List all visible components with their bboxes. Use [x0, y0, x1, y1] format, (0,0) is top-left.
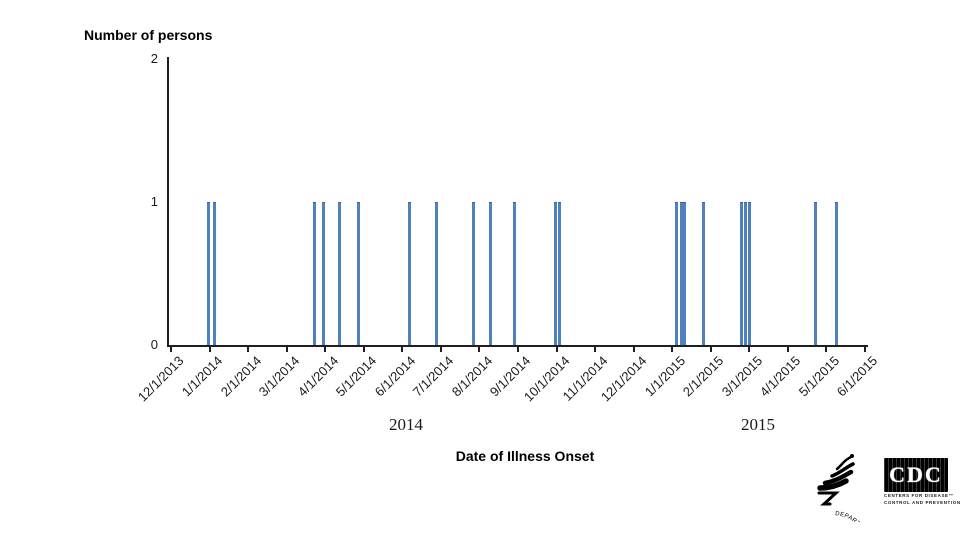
case-bar: [679, 202, 683, 345]
x-tick: [709, 346, 712, 352]
x-tick-label: 3/1/2015: [718, 353, 765, 400]
case-bar: [513, 202, 517, 345]
x-tick-label: 5/1/2014: [332, 353, 380, 400]
x-tick: [170, 346, 172, 352]
case-bar: [674, 202, 678, 345]
case-bar: [212, 202, 216, 345]
x-tick: [247, 346, 250, 352]
hhs-logo: DEPARTMENT OF HEALTH & HUMAN SERVICES • …: [792, 440, 874, 534]
x-tick: [516, 346, 519, 352]
cdc-acronym: CDC: [889, 462, 943, 487]
x-tick: [748, 346, 751, 352]
x-tick: [208, 346, 211, 352]
year-label-2014: 2014: [389, 415, 423, 434]
chart-title: Number of persons: [84, 27, 213, 43]
case-bar: [312, 202, 316, 345]
case-bar: [357, 202, 361, 345]
x-tick-label: 4/1/2014: [294, 353, 341, 400]
x-tick: [362, 346, 365, 352]
x-tick: [439, 346, 442, 352]
case-bar: [748, 202, 752, 345]
svg-text:DEPARTMENT OF HEALTH & HUMAN S: DEPARTMENT OF HEALTH & HUMAN SERVICES • …: [795, 511, 871, 522]
cdc-subtitle-line2: CONTROL AND PREVENTION: [884, 499, 960, 505]
y-tick-label: 1: [150, 194, 158, 209]
case-bar: [206, 202, 210, 345]
x-tick: [555, 346, 558, 352]
x-tick: [671, 346, 674, 352]
cdc-logo: CDC CENTERS FOR DISEASE™ CONTROL AND PRE…: [884, 458, 960, 505]
x-tick-label: 2/1/2014: [217, 353, 264, 400]
case-bar: [407, 202, 411, 345]
y-tick-label: 0: [150, 337, 158, 352]
x-tick: [786, 346, 789, 352]
x-tick: [478, 346, 481, 352]
case-bar: [744, 202, 748, 345]
case-bar: [702, 202, 706, 345]
x-tick: [863, 346, 866, 352]
y-axis-line: [167, 57, 169, 346]
x-axis-title: Date of Illness Onset: [455, 448, 595, 464]
x-tick-label: 6/1/2015: [834, 353, 881, 400]
x-tick: [285, 346, 288, 352]
case-bar: [489, 202, 493, 345]
x-tick-label: 6/1/2014: [371, 353, 418, 400]
case-bar: [814, 202, 818, 345]
x-tick-label: 1/1/2014: [178, 353, 226, 400]
case-bar: [321, 202, 325, 345]
x-tick-label: 7/1/2014: [410, 353, 457, 400]
case-bar: [337, 202, 341, 345]
case-bar: [554, 202, 558, 345]
y-tick-label: 2: [150, 51, 158, 66]
hhs-seal-icon: DEPARTMENT OF HEALTH & HUMAN SERVICES • …: [795, 454, 871, 534]
x-tick: [632, 346, 635, 352]
x-tick-label: 2/1/2015: [679, 353, 727, 400]
x-tick-label: 8/1/2014: [448, 353, 496, 400]
case-bar: [835, 202, 839, 345]
x-tick: [825, 346, 828, 352]
x-tick: [324, 346, 327, 352]
x-tick-label: 5/1/2015: [795, 353, 843, 400]
case-bar: [740, 202, 744, 345]
cdc-subtitle-line1: CENTERS FOR DISEASE™: [884, 493, 954, 498]
x-tick-label: 4/1/2015: [757, 353, 804, 400]
cdc-logo-box: CDC: [884, 458, 948, 492]
x-tick-label: 12/1/2013: [135, 353, 187, 405]
x-tick: [594, 346, 597, 352]
case-bar: [471, 202, 475, 345]
x-tick-label: 1/1/2015: [641, 353, 688, 400]
case-bar: [682, 202, 686, 345]
case-bar: [557, 202, 561, 345]
case-bar: [435, 202, 439, 345]
year-label-2015: 2015: [741, 415, 775, 434]
x-tick-label: 3/1/2014: [255, 353, 303, 400]
hhs-eagle-icon: [817, 454, 855, 506]
x-tick: [401, 346, 404, 352]
